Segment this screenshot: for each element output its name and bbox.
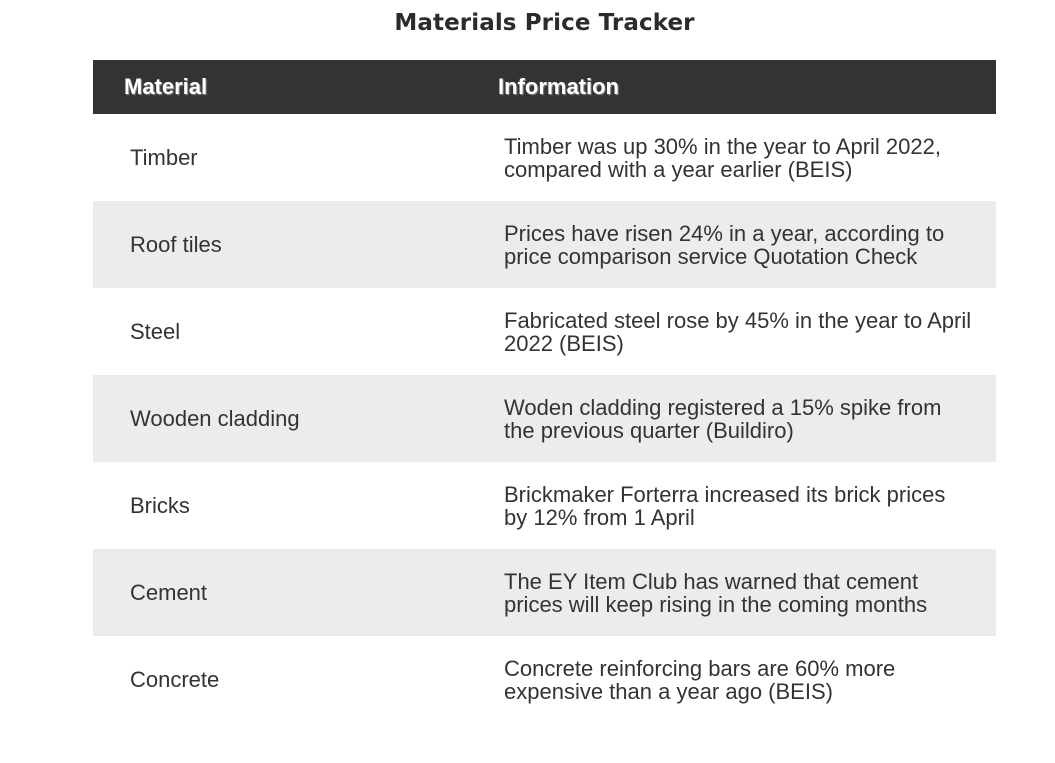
table-body: Timber Timber was up 30% in the year to A… (93, 114, 996, 723)
material-cell: Steel (130, 319, 181, 344)
header-row: Material Information (93, 60, 996, 114)
column-header-information: Information (467, 60, 996, 114)
information-cell: The EY Item Club has warned that cement … (504, 568, 928, 617)
material-cell: Timber (130, 145, 198, 170)
information-cell: Timber was up 30% in the year to April 2… (504, 133, 941, 182)
information-cell: Fabricated steel rose by 45% in the year… (504, 307, 972, 356)
price-tracker-table-container: Material Information Timber Timber was up… (93, 60, 996, 723)
table-row: Cement The EY Item Club has warned that c… (93, 549, 996, 636)
material-cell: Bricks (130, 493, 190, 518)
material-cell: Roof tiles (130, 232, 222, 257)
table-row: Steel Fabricated steel rose by 45% in the… (93, 288, 996, 375)
table-row: Timber Timber was up 30% in the year to A… (93, 114, 996, 201)
table-header: Material Information (93, 60, 996, 114)
material-cell: Concrete (130, 667, 220, 692)
table-row: Concrete Concrete reinforcing bars are 60… (93, 636, 996, 723)
material-cell: Wooden cladding (130, 406, 300, 431)
table-row: Roof tiles Prices have risen 24% in a yea… (93, 201, 996, 288)
table-row: Wooden cladding Woden cladding registered… (93, 375, 996, 462)
price-tracker-table: Material Information Timber Timber was up… (93, 60, 996, 723)
information-cell: Brickmaker Forterra increased its brick … (504, 481, 946, 530)
information-cell: Prices have risen 24% in a year, accordi… (504, 220, 945, 269)
information-cell: Woden cladding registered a 15% spike fr… (504, 394, 942, 443)
column-header-material: Material (93, 60, 467, 114)
table-row: Bricks Brickmaker Forterra increased its … (93, 462, 996, 549)
chart-title: Materials Price Tracker (394, 10, 695, 36)
information-cell: Concrete reinforcing bars are 60% more e… (504, 655, 896, 704)
material-cell: Cement (130, 580, 208, 605)
